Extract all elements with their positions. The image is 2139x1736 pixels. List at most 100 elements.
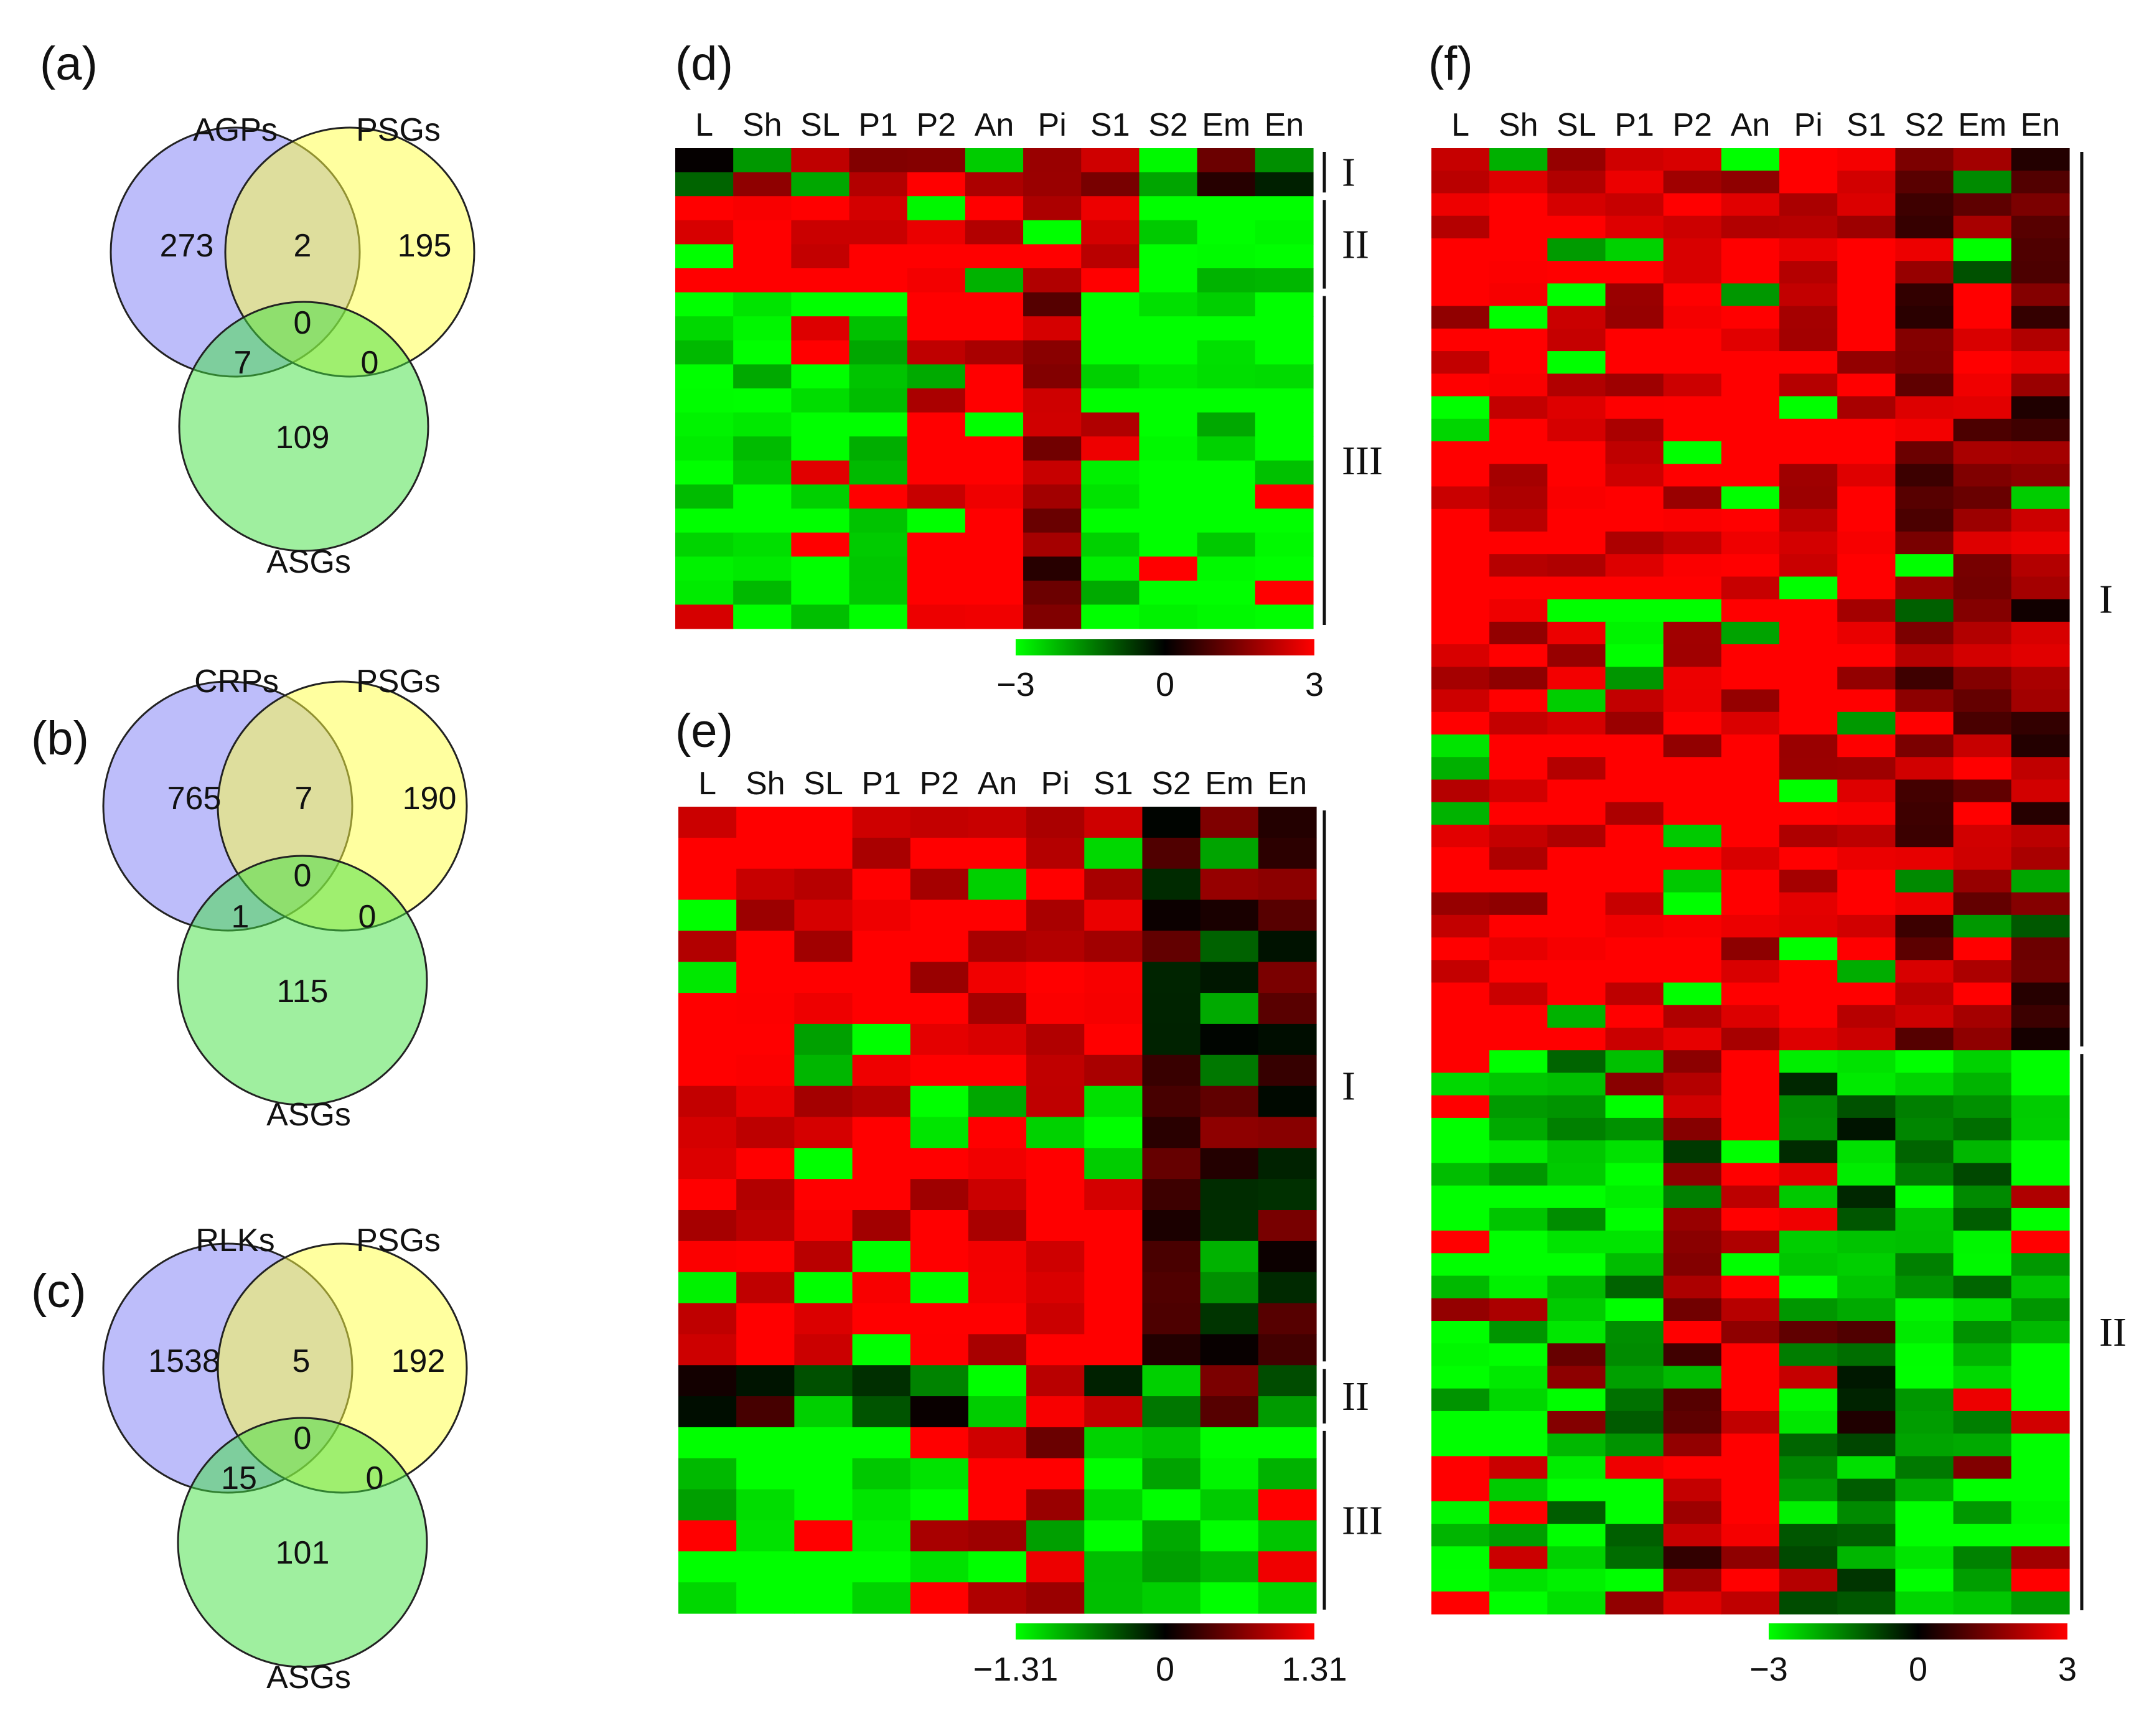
d-cell	[675, 388, 734, 413]
f-cell	[1663, 148, 1722, 171]
d-cell	[965, 604, 1024, 629]
d-cell	[1081, 364, 1140, 389]
f-cell	[1431, 328, 1490, 352]
d-cell	[791, 604, 850, 629]
d-cell	[907, 436, 966, 461]
d-cell	[849, 364, 908, 389]
d-cell	[907, 556, 966, 581]
d-cell	[1197, 364, 1256, 389]
f-cell	[1779, 937, 1838, 960]
f-cell	[1431, 396, 1490, 420]
d-cell	[1081, 148, 1140, 173]
f-cell	[1605, 1298, 1664, 1321]
f-cell	[1895, 689, 1954, 713]
e-cell	[1258, 1365, 1317, 1397]
f-cell	[1663, 171, 1722, 194]
e-cell	[968, 1054, 1027, 1087]
f-cell	[1663, 734, 1722, 758]
e-cell	[1084, 962, 1143, 993]
f-cell	[1837, 711, 1896, 735]
e-cell	[1258, 993, 1317, 1025]
d-cell	[907, 509, 966, 533]
venn-c-set3-circle	[177, 1417, 428, 1668]
f-cell	[1895, 1163, 1954, 1186]
d-cell	[1197, 484, 1256, 509]
f-cell	[1547, 1524, 1606, 1547]
f-cell	[1779, 1591, 1838, 1615]
e-cell	[1258, 1023, 1317, 1056]
f-cell	[1663, 554, 1722, 577]
f-cell	[1721, 215, 1780, 239]
e-cell	[678, 1427, 737, 1459]
f-cell	[1895, 1569, 1954, 1592]
f-cell	[2011, 1208, 2070, 1231]
e-cluster-label: I	[1342, 1064, 1355, 1109]
colorbar-f-mid: 0	[1909, 1651, 1927, 1688]
f-cell	[2011, 306, 2070, 329]
f-cell	[1663, 1231, 1722, 1254]
d-cell	[1197, 148, 1256, 173]
d-cell	[791, 268, 850, 293]
f-cell	[1605, 576, 1664, 600]
d-cell	[791, 484, 850, 509]
f-cell	[1547, 847, 1606, 870]
f-cell	[1779, 1366, 1838, 1389]
f-cell	[1953, 1591, 2012, 1615]
e-cell	[1258, 1148, 1317, 1180]
e-cell	[794, 1241, 853, 1273]
f-cell	[1431, 418, 1490, 442]
e-cell	[1026, 899, 1085, 931]
f-cell	[1431, 351, 1490, 374]
f-cell	[1779, 1456, 1838, 1480]
f-cell	[1431, 960, 1490, 983]
f-cell	[1953, 306, 2012, 329]
f-cell	[1431, 1501, 1490, 1524]
f-cell	[1663, 847, 1722, 870]
f-cell	[1721, 531, 1780, 555]
f-cell	[1721, 599, 1780, 622]
f-cell	[1837, 1005, 1896, 1028]
d-cell	[733, 340, 792, 365]
colorbar-f-gradient	[1769, 1623, 2067, 1640]
f-cell	[2011, 1095, 2070, 1119]
f-cell	[1895, 418, 1954, 442]
f-cell	[1489, 1028, 1548, 1051]
f-cell	[1837, 1388, 1896, 1412]
f-cell	[1895, 1140, 1954, 1163]
f-cell	[1489, 396, 1548, 420]
f-cell	[1489, 937, 1548, 960]
f-cell	[1779, 396, 1838, 420]
e-cell	[910, 1054, 969, 1087]
e-cell	[1142, 1179, 1201, 1211]
f-cell	[1663, 1321, 1722, 1344]
e-cell	[968, 931, 1027, 962]
f-cell	[1431, 734, 1490, 758]
f-cell	[2011, 554, 2070, 577]
e-cell	[1200, 837, 1259, 870]
f-cell	[1663, 1569, 1722, 1592]
e-cell	[910, 1179, 969, 1211]
f-cell	[1895, 1050, 1954, 1074]
f-cell	[1547, 238, 1606, 261]
d-cell	[675, 436, 734, 461]
f-cell	[1837, 351, 1896, 374]
e-cell	[1026, 1427, 1085, 1459]
f-cell	[1663, 914, 1722, 938]
f-cell	[1953, 802, 2012, 825]
e-cell	[736, 1365, 795, 1397]
f-cell	[1721, 1591, 1780, 1615]
f-cell	[1779, 644, 1838, 667]
f-cell	[2011, 1005, 2070, 1028]
f-cell	[2011, 689, 2070, 713]
f-cell	[1431, 982, 1490, 1006]
f-cell	[1837, 982, 1896, 1006]
d-cell	[1081, 388, 1140, 413]
e-cell	[1200, 1179, 1259, 1211]
d-cell	[1023, 388, 1082, 413]
f-cell	[1605, 1366, 1664, 1389]
f-cell	[1663, 1388, 1722, 1412]
e-cell	[1026, 1023, 1085, 1056]
d-cell	[1023, 436, 1082, 461]
venn-a-set3-label: ASGs	[266, 544, 351, 580]
venn-b-set1-label: CRPs	[194, 664, 279, 700]
